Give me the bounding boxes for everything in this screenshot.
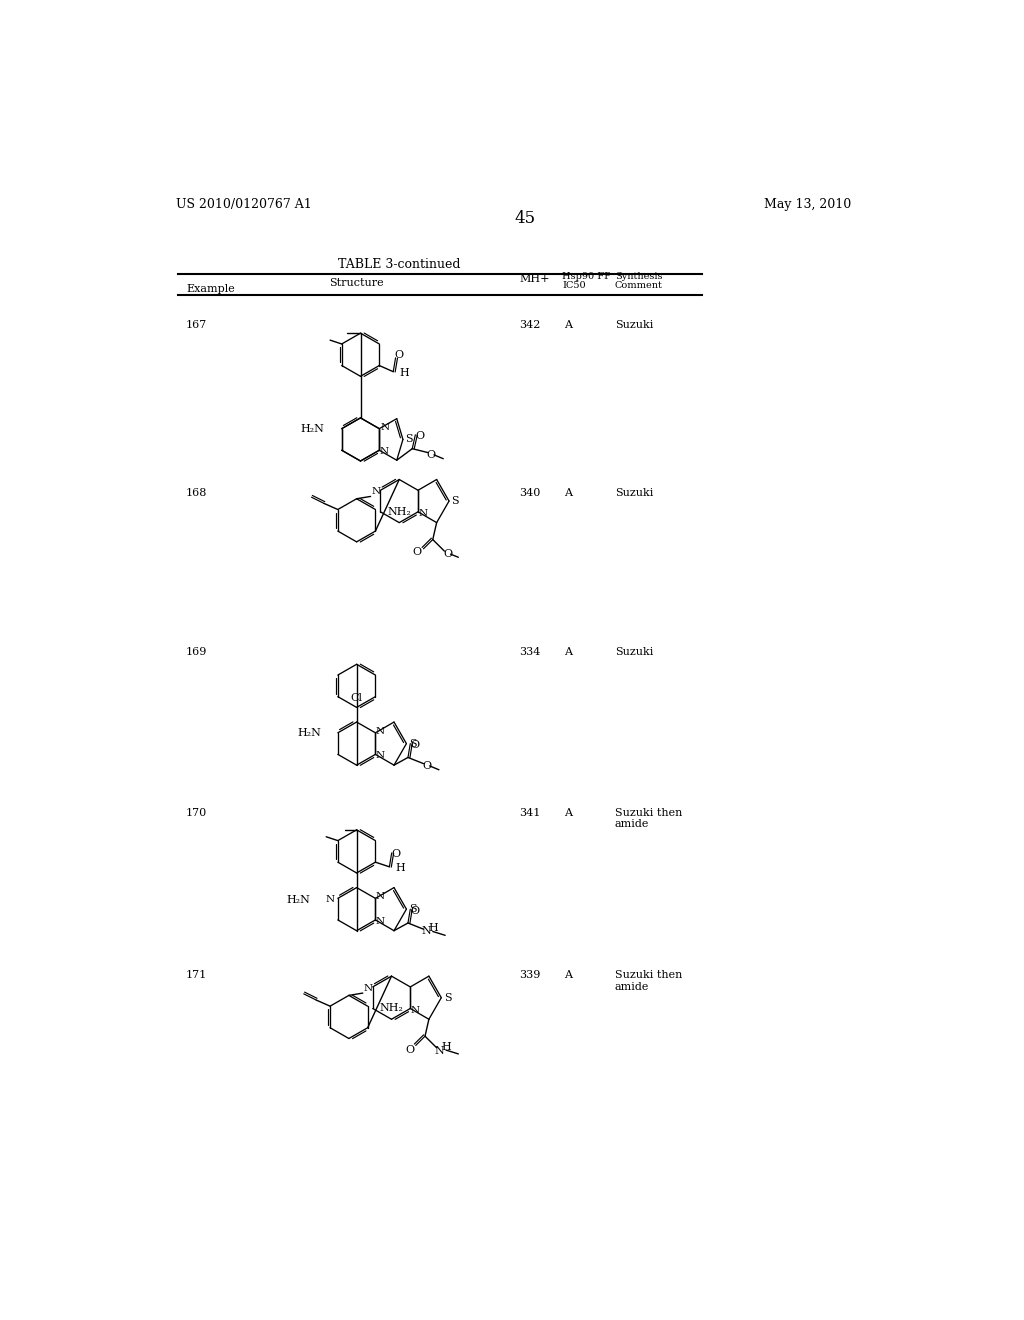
Text: N: N xyxy=(422,927,431,936)
Text: H: H xyxy=(429,924,438,933)
Text: H: H xyxy=(395,863,406,874)
Text: 340: 340 xyxy=(519,488,541,498)
Text: O: O xyxy=(404,1045,414,1055)
Text: 339: 339 xyxy=(519,970,541,979)
Text: Suzuki then
amide: Suzuki then amide xyxy=(614,808,682,829)
Text: Suzuki: Suzuki xyxy=(614,647,653,656)
Text: TABLE 3-continued: TABLE 3-continued xyxy=(338,259,461,271)
Text: Example: Example xyxy=(186,284,234,294)
Text: May 13, 2010: May 13, 2010 xyxy=(764,198,851,211)
Text: N: N xyxy=(379,447,388,457)
Text: O: O xyxy=(416,432,425,441)
Text: Suzuki: Suzuki xyxy=(614,488,653,498)
Text: A: A xyxy=(564,970,572,979)
Text: NH₂: NH₂ xyxy=(387,507,412,517)
Text: S: S xyxy=(443,993,452,1003)
Text: A: A xyxy=(564,647,572,656)
Text: S: S xyxy=(409,904,417,915)
Text: S: S xyxy=(409,739,417,748)
Text: N: N xyxy=(411,1006,420,1015)
Text: NH₂: NH₂ xyxy=(380,1003,403,1014)
Text: Cl: Cl xyxy=(350,693,362,704)
Text: 334: 334 xyxy=(519,647,541,656)
Text: Suzuki: Suzuki xyxy=(614,321,653,330)
Text: A: A xyxy=(564,488,572,498)
Text: O: O xyxy=(426,450,435,459)
Text: N: N xyxy=(364,983,373,993)
Text: N: N xyxy=(435,1045,444,1056)
Text: N: N xyxy=(376,892,385,902)
Text: 45: 45 xyxy=(514,210,536,227)
Text: N: N xyxy=(372,487,380,496)
Text: N: N xyxy=(418,510,427,517)
Text: Synthesis: Synthesis xyxy=(614,272,663,281)
Text: MH+: MH+ xyxy=(519,273,550,284)
Text: O: O xyxy=(443,549,452,560)
Text: 169: 169 xyxy=(186,647,208,656)
Text: O: O xyxy=(422,760,431,771)
Text: 342: 342 xyxy=(519,321,541,330)
Text: Comment: Comment xyxy=(614,281,663,290)
Text: Suzuki then
amide: Suzuki then amide xyxy=(614,970,682,991)
Text: O: O xyxy=(394,350,403,360)
Text: H: H xyxy=(399,368,409,379)
Text: 167: 167 xyxy=(186,321,208,330)
Text: S: S xyxy=(452,496,459,506)
Text: S: S xyxy=(406,434,413,445)
Text: O: O xyxy=(411,741,420,750)
Text: N: N xyxy=(376,727,385,735)
Text: 171: 171 xyxy=(186,970,208,979)
Text: H₂N: H₂N xyxy=(297,727,321,738)
Text: 341: 341 xyxy=(519,808,541,817)
Text: N: N xyxy=(326,895,335,904)
Text: IC50: IC50 xyxy=(562,281,586,290)
Text: Hsp90 FP: Hsp90 FP xyxy=(562,272,610,281)
Text: N: N xyxy=(376,751,385,760)
Text: N: N xyxy=(380,422,389,432)
Text: O: O xyxy=(413,546,422,557)
Text: A: A xyxy=(564,808,572,817)
Text: O: O xyxy=(392,850,401,859)
Text: N: N xyxy=(376,917,385,925)
Text: 170: 170 xyxy=(186,808,208,817)
Text: H: H xyxy=(441,1041,452,1052)
Text: US 2010/0120767 A1: US 2010/0120767 A1 xyxy=(176,198,311,211)
Text: 168: 168 xyxy=(186,488,208,498)
Text: Structure: Structure xyxy=(330,279,384,288)
Text: A: A xyxy=(564,321,572,330)
Text: O: O xyxy=(411,906,420,916)
Text: H₂N: H₂N xyxy=(301,424,325,434)
Text: H₂N: H₂N xyxy=(287,895,310,906)
